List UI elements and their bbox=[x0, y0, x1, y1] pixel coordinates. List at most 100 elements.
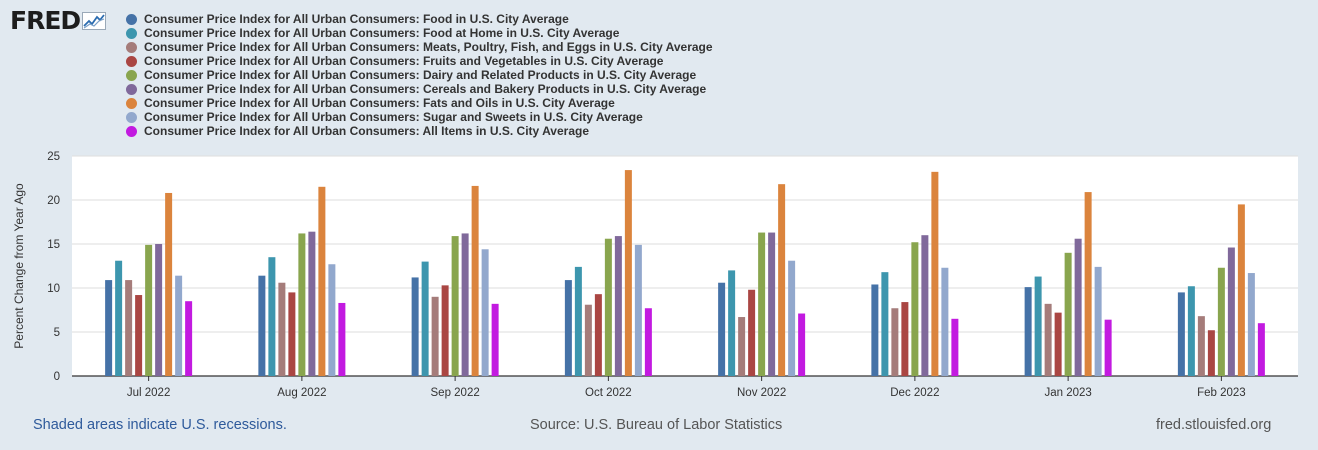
legend-label: Consumer Price Index for All Urban Consu… bbox=[144, 40, 713, 54]
bar bbox=[115, 260, 123, 376]
legend-label: Consumer Price Index for All Urban Consu… bbox=[144, 12, 569, 26]
bar bbox=[1044, 303, 1052, 376]
legend-item[interactable]: Consumer Price Index for All Urban Consu… bbox=[126, 96, 713, 110]
bar bbox=[258, 275, 266, 376]
legend-marker-icon bbox=[126, 27, 137, 39]
bar bbox=[911, 242, 919, 376]
legend-item[interactable]: Consumer Price Index for All Urban Consu… bbox=[126, 12, 713, 26]
bar bbox=[268, 257, 276, 376]
bar bbox=[105, 280, 113, 376]
bar bbox=[1054, 312, 1062, 376]
legend-item[interactable]: Consumer Price Index for All Urban Consu… bbox=[126, 124, 713, 138]
bar bbox=[1094, 266, 1102, 376]
bar bbox=[185, 301, 193, 376]
bar bbox=[594, 294, 602, 376]
recessions-note[interactable]: Shaded areas indicate U.S. recessions. bbox=[33, 417, 287, 433]
legend-item[interactable]: Consumer Price Index for All Urban Consu… bbox=[126, 26, 713, 40]
bar bbox=[1084, 192, 1092, 376]
fred-logo[interactable]: FRED bbox=[10, 6, 107, 35]
chart-legend: Consumer Price Index for All Urban Consu… bbox=[126, 12, 713, 138]
y-tick-label: 25 bbox=[47, 151, 60, 163]
bar bbox=[1187, 286, 1195, 376]
legend-item[interactable]: Consumer Price Index for All Urban Consu… bbox=[126, 82, 713, 96]
bar bbox=[644, 308, 652, 376]
bar bbox=[728, 270, 736, 376]
bar bbox=[278, 282, 286, 376]
y-tick-label: 10 bbox=[47, 283, 60, 295]
trend-line-icon bbox=[82, 11, 107, 30]
legend-item[interactable]: Consumer Price Index for All Urban Consu… bbox=[126, 68, 713, 82]
bar bbox=[758, 232, 766, 376]
plot-area bbox=[72, 156, 1298, 376]
bar bbox=[798, 313, 806, 376]
bar bbox=[738, 317, 746, 376]
y-tick-label: 5 bbox=[54, 327, 60, 339]
bar bbox=[431, 296, 439, 376]
legend-label: Consumer Price Index for All Urban Consu… bbox=[144, 82, 707, 96]
legend-marker-icon bbox=[126, 83, 137, 95]
bar bbox=[901, 302, 909, 376]
bar bbox=[891, 308, 899, 376]
x-tick-label: Sep 2022 bbox=[431, 387, 480, 399]
legend-label: Consumer Price Index for All Urban Consu… bbox=[144, 68, 697, 82]
legend-marker-icon bbox=[126, 55, 137, 67]
x-tick-label: Dec 2022 bbox=[890, 387, 939, 399]
bar bbox=[155, 244, 163, 376]
bar-chart: 0 5 10 15 20 25 Percent Change from Year Ago Ju… bbox=[12, 151, 1298, 399]
legend-label: Consumer Price Index for All Urban Consu… bbox=[144, 54, 664, 68]
bar bbox=[951, 318, 959, 376]
bar bbox=[1237, 204, 1245, 376]
bar bbox=[574, 266, 582, 376]
y-tick-label: 0 bbox=[54, 371, 60, 383]
bar bbox=[175, 275, 183, 376]
bar bbox=[778, 184, 786, 376]
source-text: Source: U.S. Bureau of Labor Statistics bbox=[530, 417, 783, 433]
bar bbox=[338, 302, 346, 376]
legend-marker-icon bbox=[126, 111, 137, 123]
legend-label: Consumer Price Index for All Urban Consu… bbox=[144, 26, 620, 40]
bar bbox=[461, 233, 469, 376]
bar bbox=[881, 272, 889, 376]
bar bbox=[135, 295, 143, 376]
bar bbox=[1034, 276, 1042, 376]
bar bbox=[921, 235, 929, 376]
x-tick-label: Aug 2022 bbox=[277, 387, 326, 399]
bar bbox=[481, 249, 489, 376]
bar bbox=[451, 236, 459, 376]
site-link[interactable]: fred.stlouisfed.org bbox=[1156, 417, 1272, 433]
legend-label: Consumer Price Index for All Urban Consu… bbox=[144, 96, 615, 110]
bar bbox=[165, 192, 173, 376]
bar bbox=[1207, 330, 1215, 376]
bar bbox=[288, 292, 296, 376]
bar bbox=[748, 289, 756, 376]
bar bbox=[491, 303, 499, 376]
bar bbox=[411, 277, 419, 376]
legend-marker-icon bbox=[126, 41, 137, 53]
legend-marker-icon bbox=[126, 125, 137, 137]
bar bbox=[941, 267, 949, 376]
x-tick-label: Jan 2023 bbox=[1044, 387, 1091, 399]
legend-item[interactable]: Consumer Price Index for All Urban Consu… bbox=[126, 40, 713, 54]
bar bbox=[1024, 287, 1032, 376]
bar bbox=[421, 261, 429, 376]
legend-item[interactable]: Consumer Price Index for All Urban Consu… bbox=[126, 54, 713, 68]
bar bbox=[145, 244, 153, 376]
bar bbox=[298, 233, 306, 376]
bar bbox=[584, 304, 592, 376]
y-tick-label: 20 bbox=[47, 195, 60, 207]
bar bbox=[871, 284, 879, 376]
bar bbox=[768, 232, 776, 376]
bar bbox=[318, 186, 326, 376]
bar bbox=[328, 264, 336, 376]
bar bbox=[1227, 247, 1235, 376]
bar bbox=[125, 280, 133, 376]
bar bbox=[564, 280, 572, 376]
legend-label: Consumer Price Index for All Urban Consu… bbox=[144, 124, 589, 138]
bar bbox=[1197, 316, 1205, 376]
y-axis-label: Percent Change from Year Ago bbox=[12, 183, 26, 349]
legend-item[interactable]: Consumer Price Index for All Urban Consu… bbox=[126, 110, 713, 124]
x-tick-label: Oct 2022 bbox=[585, 387, 632, 399]
legend-marker-icon bbox=[126, 97, 137, 109]
bar bbox=[604, 238, 612, 376]
legend-marker-icon bbox=[126, 13, 137, 25]
